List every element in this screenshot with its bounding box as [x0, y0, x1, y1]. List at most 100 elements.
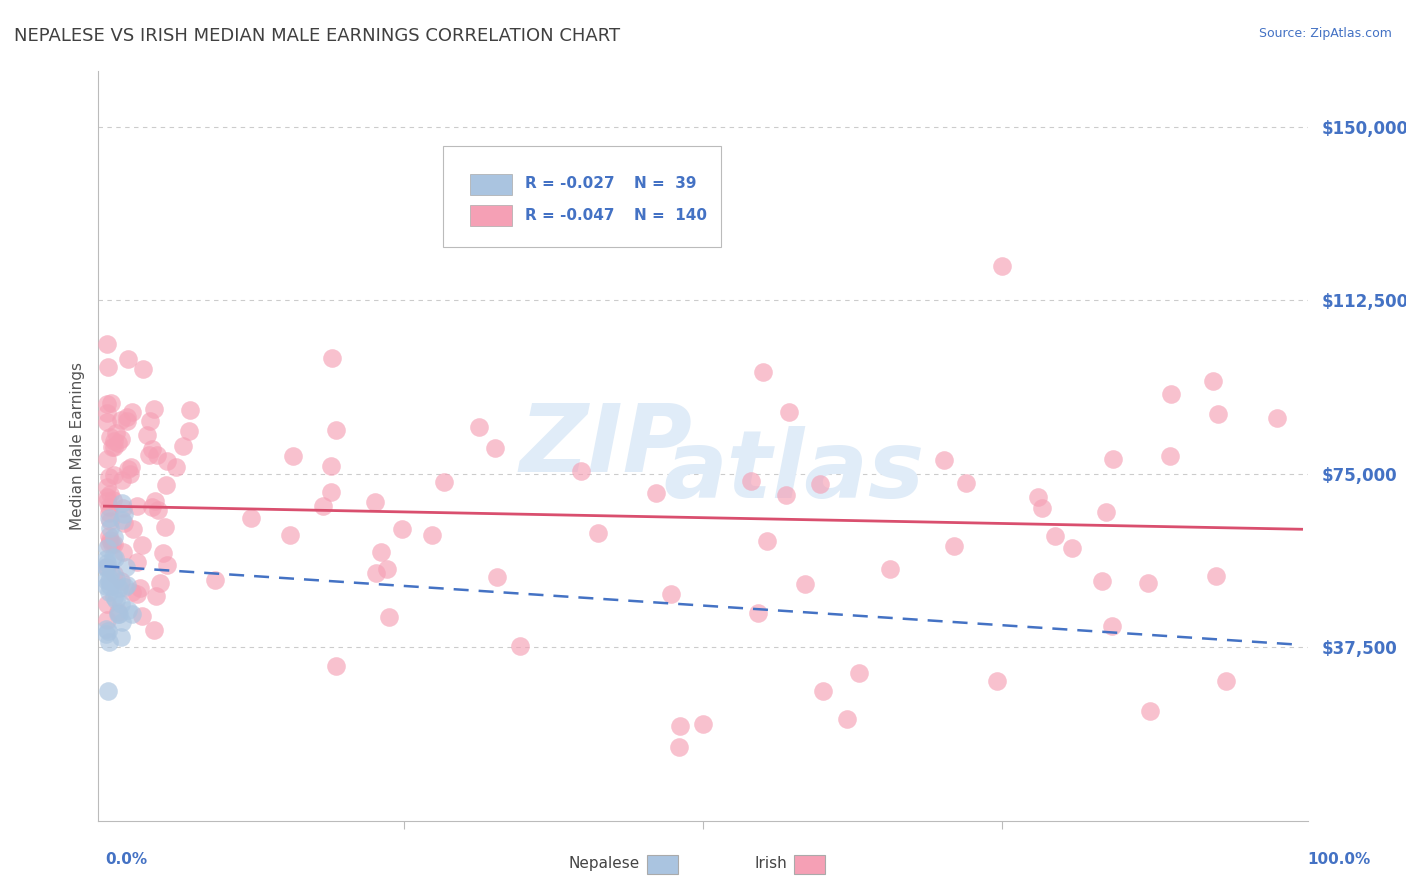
Point [101, 550, 124, 565]
Text: Irish: Irish [755, 856, 787, 871]
Point [115, 578, 138, 592]
Point [100, 566, 122, 580]
Point [98, 533, 121, 547]
Point [97, 624, 120, 638]
Point [1139, 704, 1161, 718]
Point [98, 572, 121, 586]
Point [145, 589, 167, 603]
Point [107, 607, 129, 621]
Point [98, 514, 121, 528]
Point [118, 467, 141, 482]
Point [669, 719, 692, 733]
Point [172, 440, 194, 454]
Point [112, 507, 135, 521]
Point [98, 574, 121, 589]
Point [96, 559, 118, 574]
Point [97, 359, 120, 374]
Point [98, 521, 121, 535]
Point [420, 528, 443, 542]
Point [752, 365, 775, 379]
Point [94, 627, 117, 641]
Point [117, 351, 139, 366]
Point [96, 337, 118, 351]
Point [775, 487, 797, 501]
Point [103, 590, 125, 604]
FancyBboxPatch shape [443, 146, 721, 247]
Point [136, 428, 159, 442]
Point [131, 609, 153, 624]
Point [1060, 541, 1083, 556]
Point [94, 559, 117, 574]
Point [156, 558, 179, 573]
Point [105, 572, 128, 586]
Point [1205, 568, 1227, 582]
Point [165, 459, 187, 474]
Point [325, 423, 347, 437]
Point [125, 555, 148, 569]
Point [111, 496, 134, 510]
Point [155, 478, 177, 492]
Point [98, 430, 121, 444]
Point [1159, 449, 1181, 463]
Point [96, 490, 118, 504]
Point [111, 615, 134, 629]
Point [1102, 451, 1125, 466]
Point [138, 448, 160, 462]
Point [281, 449, 304, 463]
Point [98, 487, 121, 501]
Point [112, 516, 135, 531]
Point [141, 500, 163, 514]
Point [778, 405, 800, 419]
Point [110, 513, 132, 527]
Point [152, 546, 174, 560]
Point [105, 593, 128, 607]
Point [644, 486, 666, 500]
Point [110, 432, 132, 446]
Point [142, 401, 165, 416]
Point [111, 545, 134, 559]
Point [125, 587, 148, 601]
Point [96, 452, 118, 467]
Point [986, 674, 1008, 689]
Point [934, 453, 956, 467]
Text: N =  140: N = 140 [634, 208, 707, 223]
Point [96, 416, 118, 430]
Point [115, 410, 138, 425]
Point [319, 459, 342, 474]
Point [129, 581, 152, 595]
Point [97, 506, 120, 520]
Point [755, 534, 778, 549]
Point [1160, 387, 1182, 401]
Point [204, 573, 226, 587]
Point [1202, 374, 1225, 388]
Point [141, 442, 163, 456]
Point [100, 396, 122, 410]
Point [110, 630, 132, 644]
Point [143, 494, 166, 508]
Text: 100.0%: 100.0% [1308, 852, 1371, 867]
Point [692, 716, 714, 731]
Point [835, 712, 858, 726]
Point [115, 560, 138, 574]
Point [146, 502, 169, 516]
Point [103, 530, 125, 544]
Text: Source: ZipAtlas.com: Source: ZipAtlas.com [1258, 27, 1392, 40]
Point [121, 405, 143, 419]
Point [107, 436, 129, 450]
Point [1206, 407, 1229, 421]
Point [111, 501, 134, 516]
Point [1101, 618, 1123, 632]
Text: ZIP: ZIP [520, 400, 693, 492]
Point [101, 492, 124, 507]
Point [509, 639, 531, 653]
Point [101, 537, 124, 551]
Point [177, 425, 200, 439]
Point [142, 623, 165, 637]
Point [103, 434, 125, 449]
Point [96, 613, 118, 627]
Text: 0.0%: 0.0% [105, 852, 148, 867]
Point [278, 528, 301, 542]
Point [103, 536, 125, 550]
Point [1091, 574, 1114, 589]
Point [94, 561, 117, 575]
